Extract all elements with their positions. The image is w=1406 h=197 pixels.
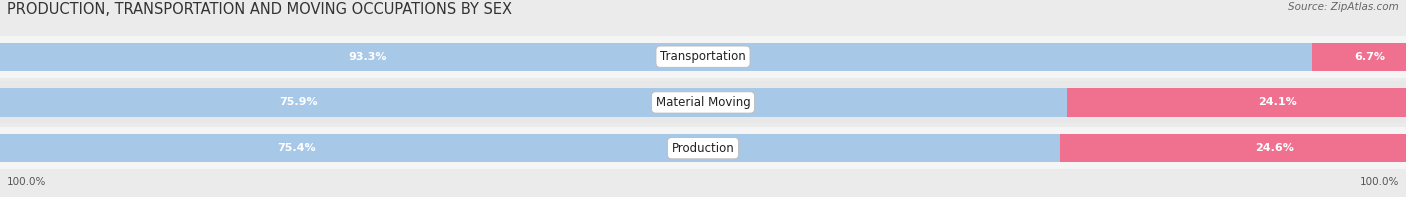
Text: Material Moving: Material Moving bbox=[655, 96, 751, 109]
Bar bbox=[0, 88, 1067, 117]
Text: Transportation: Transportation bbox=[661, 50, 745, 63]
Text: 24.1%: 24.1% bbox=[1258, 98, 1296, 107]
Text: 93.3%: 93.3% bbox=[349, 52, 387, 62]
Text: 24.6%: 24.6% bbox=[1256, 143, 1294, 153]
Bar bbox=[1060, 134, 1406, 162]
Text: 75.9%: 75.9% bbox=[280, 98, 318, 107]
Text: 6.7%: 6.7% bbox=[1355, 52, 1386, 62]
Text: 75.4%: 75.4% bbox=[277, 143, 316, 153]
Bar bbox=[0, 36, 1406, 78]
Text: 100.0%: 100.0% bbox=[7, 177, 46, 187]
Text: 100.0%: 100.0% bbox=[1360, 177, 1399, 187]
Text: Production: Production bbox=[672, 142, 734, 155]
Bar bbox=[0, 43, 1312, 71]
Bar bbox=[1312, 43, 1406, 71]
Text: PRODUCTION, TRANSPORTATION AND MOVING OCCUPATIONS BY SEX: PRODUCTION, TRANSPORTATION AND MOVING OC… bbox=[7, 2, 512, 17]
Text: Source: ZipAtlas.com: Source: ZipAtlas.com bbox=[1288, 2, 1399, 12]
Bar bbox=[0, 134, 1060, 162]
Bar bbox=[0, 81, 1406, 124]
Bar bbox=[1067, 88, 1406, 117]
Bar bbox=[0, 127, 1406, 169]
